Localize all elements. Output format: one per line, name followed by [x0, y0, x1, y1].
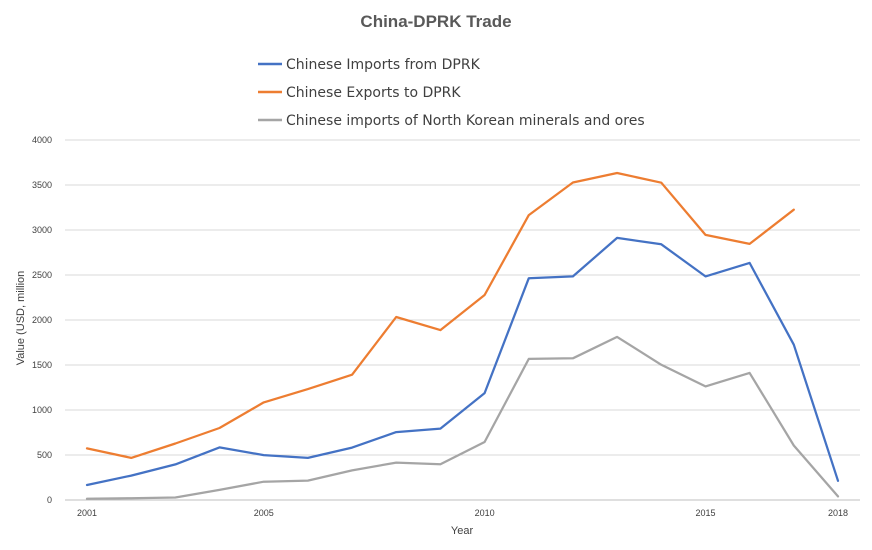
chart-title: China-DPRK Trade [360, 12, 511, 31]
legend-label: Chinese imports of North Korean minerals… [286, 113, 645, 129]
series-line-3 [85, 335, 840, 500]
x-tick-label: 2018 [828, 508, 848, 518]
legend: Chinese Imports from DPRK Chinese Exports… [258, 57, 645, 129]
y-tick-label: 1500 [32, 360, 52, 370]
legend-label: Chinese Imports from DPRK [286, 57, 481, 73]
y-axis-ticks: 0 500 1000 1500 2000 2500 3000 3500 4000 [32, 135, 52, 505]
series-lines [85, 171, 840, 500]
y-tick-label: 1000 [32, 405, 52, 415]
series-line-1 [85, 236, 840, 487]
x-tick-label: 2010 [475, 508, 495, 518]
y-tick-label: 500 [37, 450, 52, 460]
gridlines [65, 139, 860, 501]
x-tick-label: 2015 [695, 508, 715, 518]
legend-label: Chinese Exports to DPRK [286, 85, 461, 101]
y-tick-label: 0 [47, 495, 52, 505]
y-tick-label: 2500 [32, 270, 52, 280]
y-tick-label: 3000 [32, 225, 52, 235]
series-line-2 [85, 171, 795, 460]
x-tick-label: 2001 [77, 508, 97, 518]
x-tick-label: 2005 [254, 508, 274, 518]
x-axis-title: Year [451, 525, 474, 537]
x-axis-ticks: 2001 2005 2010 2015 2018 [77, 508, 848, 518]
y-tick-label: 3500 [32, 180, 52, 190]
y-axis-title: Value (USD, million [15, 271, 27, 366]
y-tick-label: 4000 [32, 135, 52, 145]
y-tick-label: 2000 [32, 315, 52, 325]
